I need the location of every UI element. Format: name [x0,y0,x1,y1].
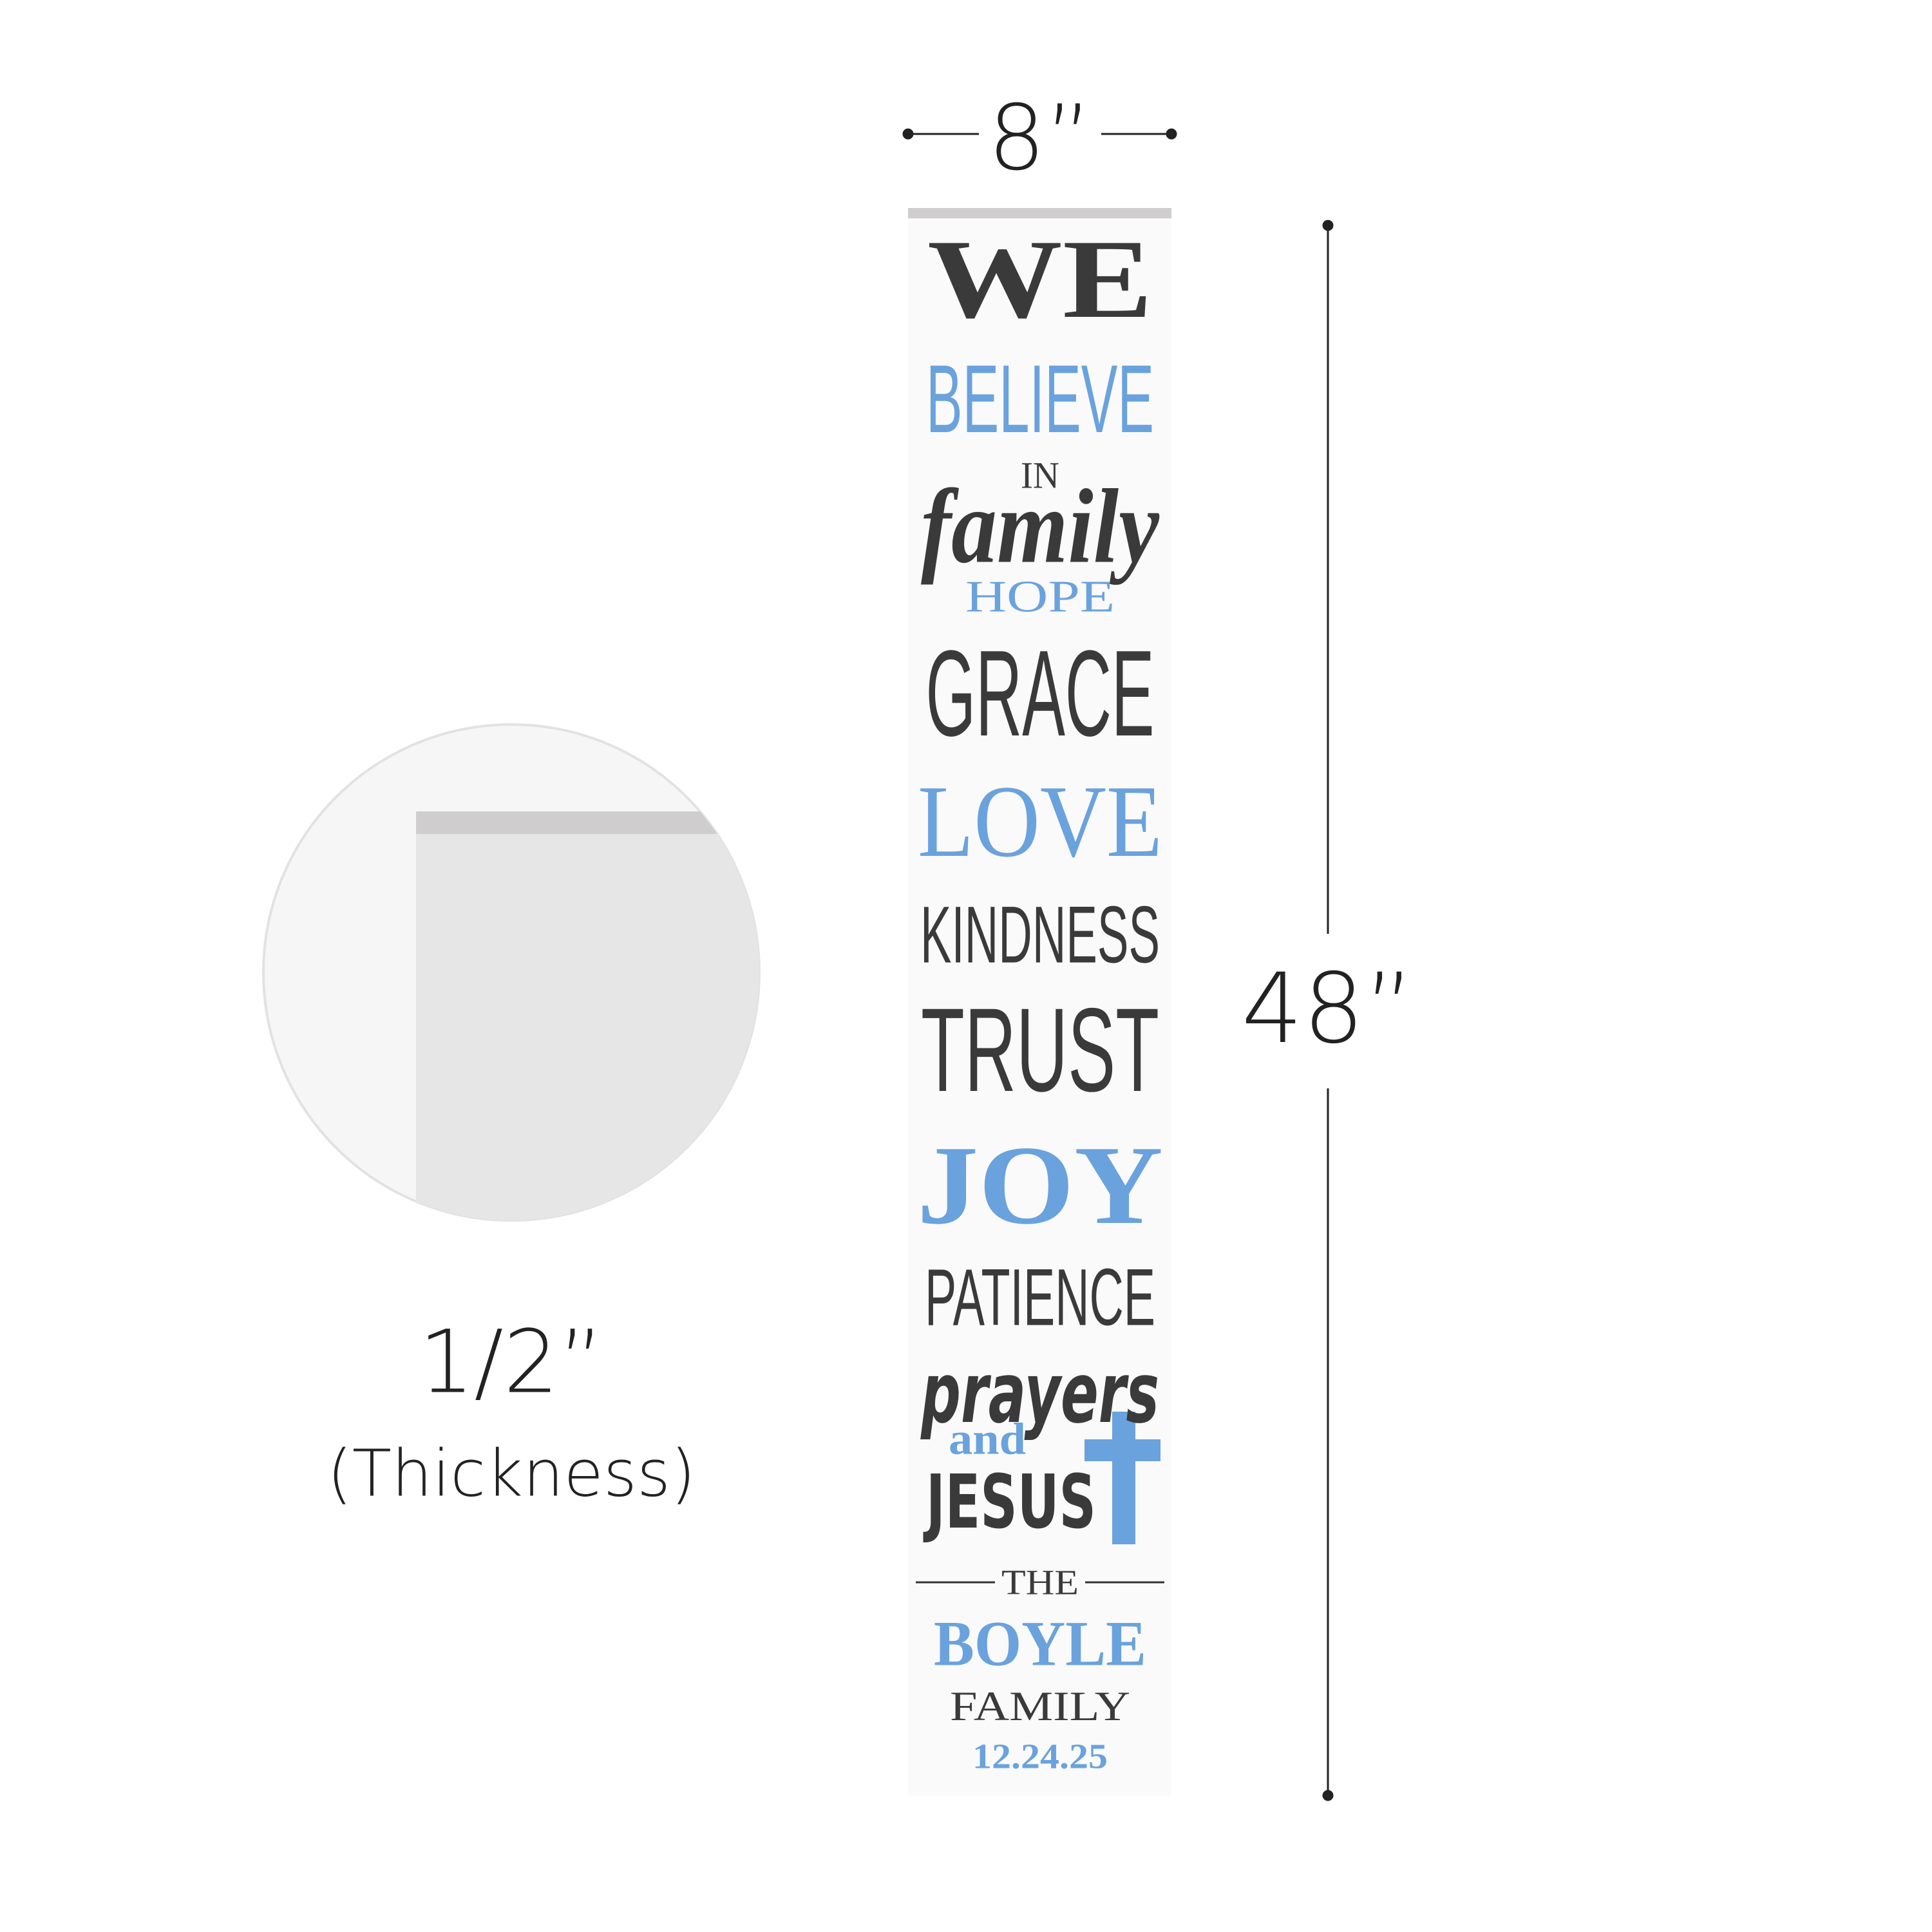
sign-line: THE [1001,1563,1079,1602]
thickness-caption: (Thickness) [327,1436,696,1511]
width-label: 8” [988,86,1092,191]
sign-line: LOVE [918,764,1162,878]
width-dimension [902,128,1177,140]
sign-line: KINDNESS [920,891,1160,980]
sign-line: TRUST [921,984,1159,1117]
height-label: 48” [1242,953,1415,1065]
sign-line: and [949,1415,1026,1464]
board-edge [908,208,1171,218]
height-dimension [1322,220,1334,1801]
cross [1084,1412,1160,1544]
sign-line: BELIEVE [926,345,1154,453]
sign-line: PATIENCE [925,1253,1155,1343]
sign-line: WE [927,216,1153,341]
sign-line: JOY [917,1122,1163,1247]
sign-line: HOPE [965,573,1115,622]
thickness-label: 1/2” [419,1312,603,1413]
sign-line: IN [1021,455,1059,497]
sign-line: 12.24.25 [972,1737,1108,1776]
sign-line: JESUS [923,1459,1096,1546]
sign-line: GRACE [926,625,1155,762]
sign-line: BOYLE [934,1608,1146,1680]
sign-line: prayers [920,1344,1159,1442]
sign-line: FAMILY [950,1683,1130,1730]
sign-line: family [921,468,1160,585]
thickness-detail [262,723,761,1222]
